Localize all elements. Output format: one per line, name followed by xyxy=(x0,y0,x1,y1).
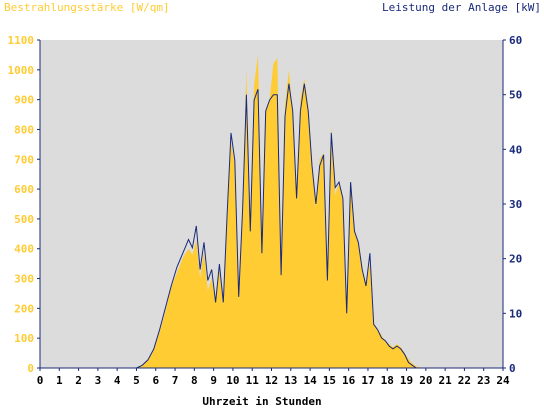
y-left-tick-label: 200 xyxy=(14,302,34,315)
y-left-tick-label: 700 xyxy=(14,153,34,166)
y-right-tick-label: 30 xyxy=(509,198,522,211)
x-tick-label: 5 xyxy=(133,374,140,387)
x-tick-label: 17 xyxy=(361,374,374,387)
y-left-tick-label: 800 xyxy=(14,123,34,136)
y-right-tick-label: 0 xyxy=(509,362,516,375)
x-tick-label: 10 xyxy=(226,374,239,387)
y-left-tick-label: 1000 xyxy=(8,64,35,77)
x-tick-label: 9 xyxy=(210,374,217,387)
x-tick-label: 6 xyxy=(152,374,159,387)
x-tick-label: 0 xyxy=(37,374,44,387)
x-tick-label: 1 xyxy=(56,374,63,387)
x-tick-label: 14 xyxy=(303,374,317,387)
y-right-tick-label: 40 xyxy=(509,143,522,156)
x-tick-label: 16 xyxy=(342,374,356,387)
x-tick-label: 23 xyxy=(477,374,490,387)
y-right-tick-label: 20 xyxy=(509,253,522,266)
y-left-tick-label: 900 xyxy=(14,94,34,107)
x-tick-label: 4 xyxy=(114,374,121,387)
x-tick-label: 2 xyxy=(75,374,82,387)
y-axis-left-title: Bestrahlungsstärke [W/qm] xyxy=(4,1,170,14)
y-left-tick-label: 100 xyxy=(14,332,34,345)
y-right-tick-label: 10 xyxy=(509,307,522,320)
y-left-tick-label: 300 xyxy=(14,273,34,286)
y-left-tick-label: 0 xyxy=(27,362,34,375)
x-tick-label: 3 xyxy=(95,374,102,387)
x-tick-label: 7 xyxy=(172,374,179,387)
y-right-tick-label: 60 xyxy=(509,34,522,47)
x-tick-label: 19 xyxy=(400,374,413,387)
x-tick-label: 18 xyxy=(381,374,394,387)
y-left-tick-label: 1100 xyxy=(8,34,35,47)
x-tick-label: 24 xyxy=(496,374,510,387)
chart-axes: 0 1 2 3 4 5 6 7 8 9 10 11 12 13 14 15 16 17 18 19 20 21 22 23 24… xyxy=(8,34,523,387)
x-tick-label: 21 xyxy=(439,374,453,387)
x-tick-label: 11 xyxy=(246,374,260,387)
y-left-tick-label: 600 xyxy=(14,183,34,196)
x-tick-label: 12 xyxy=(265,374,278,387)
y-left-tick-label: 400 xyxy=(14,243,34,256)
y-left-tick-label: 500 xyxy=(14,213,34,226)
y-axis-right-title: Leistung der Anlage [kW] xyxy=(382,1,541,14)
x-tick-label: 8 xyxy=(191,374,198,387)
series-power-line xyxy=(136,83,428,369)
x-tick-label: 15 xyxy=(323,374,336,387)
chart-marks xyxy=(136,54,428,369)
x-tick-label: 22 xyxy=(458,374,471,387)
x-axis-title: Uhrzeit in Stunden xyxy=(202,395,321,408)
x-tick-label: 13 xyxy=(284,374,297,387)
series-irradiance-area xyxy=(136,54,428,369)
y-right-tick-label: 50 xyxy=(509,89,522,102)
x-tick-label: 20 xyxy=(419,374,432,387)
